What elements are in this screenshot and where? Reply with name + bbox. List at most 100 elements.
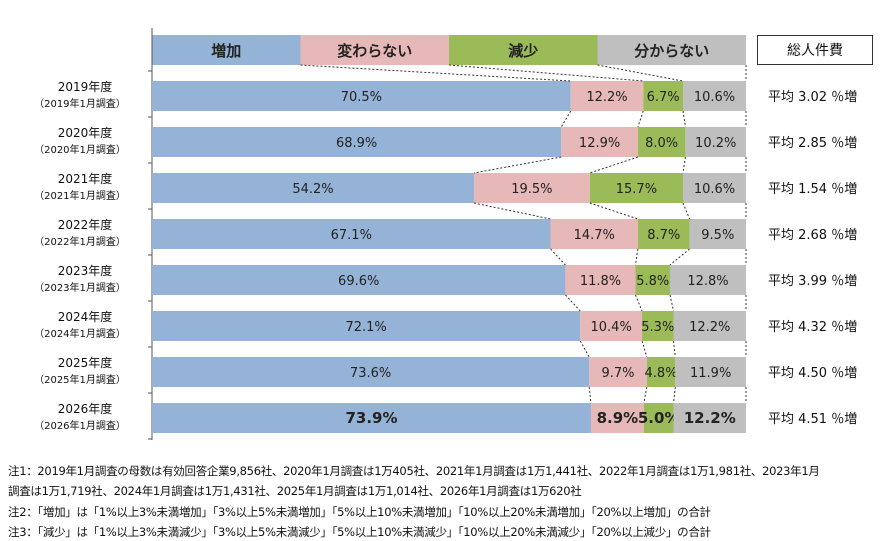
bar-segment-0 [152, 81, 571, 111]
data-label: 4.8% [645, 366, 678, 381]
data-label: 69.6% [338, 274, 379, 289]
data-label: 72.1% [345, 320, 386, 335]
bar-segment-3 [673, 403, 746, 433]
data-label: 8.0% [645, 136, 678, 151]
note-2: 注2：「増加」は「1%以上3%未満増加」「3%以上5%未満増加」「5%以上10%… [8, 505, 711, 519]
bar-segment-3 [685, 127, 746, 157]
category-survey: （2026年1月調査） [34, 419, 126, 432]
average-label: 平均 1.54 ％増 [768, 182, 857, 197]
bar-segment-1 [561, 127, 638, 157]
data-label: 12.2% [689, 320, 730, 335]
legend-swatch-3 [597, 35, 746, 65]
data-label: 14.7% [574, 228, 615, 243]
bar-segment-2 [646, 357, 676, 387]
legend-swatch-2 [449, 35, 598, 65]
legend-label-1: 変わらない [337, 42, 412, 60]
connector-line [579, 340, 590, 358]
category-survey: （2024年1月調査） [34, 327, 126, 340]
connector-line [669, 294, 675, 312]
connector-line [589, 202, 639, 220]
data-label: 12.9% [579, 136, 620, 151]
bar-segment-2 [642, 311, 674, 341]
connector-line [682, 202, 691, 220]
bar-segment-3 [683, 173, 746, 203]
bar-segment-2 [637, 127, 686, 157]
bar-segment-1 [550, 219, 638, 249]
category-year: 2026年度 [58, 401, 113, 416]
legend-swatch-1 [300, 35, 449, 65]
note-1-line-1: 注1：2019年1月調査の母数は有効回答企業9,856社、2020年1月調査は1… [8, 464, 820, 478]
data-label: 8.9% [597, 409, 639, 427]
average-label: 平均 4.50 ％増 [768, 366, 857, 381]
data-label: 10.6% [694, 90, 735, 105]
data-label: 6.7% [647, 90, 680, 105]
connector-line [637, 110, 644, 128]
data-label: 9.7% [601, 366, 634, 381]
data-label: 68.9% [336, 136, 377, 151]
category-survey: （2022年1月調査） [34, 235, 126, 248]
data-label: 12.8% [687, 274, 728, 289]
data-label: 11.8% [580, 274, 621, 289]
connector-line [673, 340, 676, 358]
bar-segment-0 [152, 127, 562, 157]
category-year: 2020年度 [58, 125, 113, 140]
bar-segment-0 [152, 311, 581, 341]
connector-line [448, 64, 644, 82]
data-label: 10.6% [694, 182, 735, 197]
bar-segment-0 [152, 219, 551, 249]
category-survey: （2020年1月調査） [34, 143, 126, 156]
connector-line [635, 294, 643, 312]
bar-segment-1 [590, 403, 644, 433]
connector-line [589, 156, 639, 174]
connector-line [550, 248, 566, 266]
connector-line [669, 248, 690, 266]
data-label: 10.2% [695, 136, 736, 151]
legend-label-0: 増加 [211, 42, 241, 60]
data-label: 12.2% [684, 409, 736, 427]
data-label: 67.1% [331, 228, 372, 243]
legend-label-3: 分からない [634, 42, 709, 60]
bar-segment-1 [565, 265, 636, 295]
category-year: 2021年度 [58, 171, 113, 186]
category-year: 2022年度 [58, 217, 113, 232]
category-year: 2024年度 [58, 309, 113, 324]
data-label: 73.9% [345, 409, 397, 427]
connector-line [682, 110, 686, 128]
data-label: 73.6% [350, 366, 391, 381]
connector-line [300, 64, 571, 82]
connector-line [635, 248, 639, 266]
connector-line [473, 202, 551, 220]
category-survey: （2021年1月調査） [34, 189, 126, 202]
average-label: 平均 3.02 ％増 [768, 90, 857, 105]
connector-line [641, 340, 648, 358]
data-label: 5.3% [641, 320, 674, 335]
data-label: 5.8% [636, 274, 669, 289]
bar-segment-3 [673, 311, 746, 341]
category-survey: （2025年1月調査） [34, 373, 126, 386]
data-label: 15.7% [616, 182, 657, 197]
bar-segment-3 [675, 357, 746, 387]
data-label: 5.0% [638, 409, 680, 427]
bar-segment-3 [689, 219, 746, 249]
bar-segment-0 [152, 357, 590, 387]
data-label: 8.7% [647, 228, 680, 243]
connector-line [588, 386, 592, 404]
bar-segment-0 [152, 265, 566, 295]
bar-segment-2 [643, 81, 684, 111]
category-year: 2023年度 [58, 263, 113, 278]
bar-segment-2 [635, 265, 670, 295]
connector-line [560, 110, 572, 128]
bar-segment-2 [589, 173, 684, 203]
data-label: 11.9% [690, 366, 731, 381]
bar-segment-3 [669, 265, 746, 295]
bar-segment-2 [637, 219, 690, 249]
category-survey: （2019年1月調査） [34, 97, 126, 110]
connector-line [673, 386, 676, 404]
bar-segment-3 [683, 81, 746, 111]
data-label: 12.2% [586, 90, 627, 105]
legend-label-2: 減少 [508, 42, 538, 60]
legend-swatch-0 [152, 35, 301, 65]
connector-line [565, 294, 581, 312]
connector-line [597, 64, 684, 82]
